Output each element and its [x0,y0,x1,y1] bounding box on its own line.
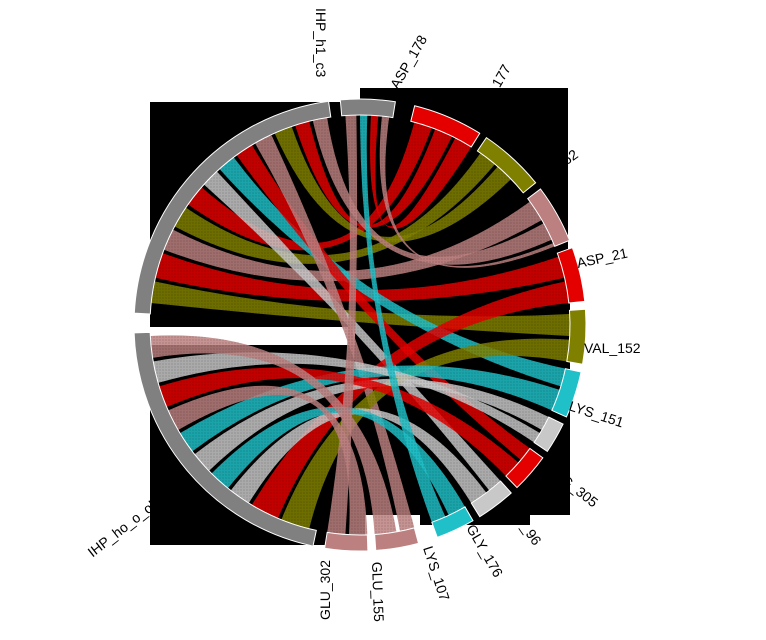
segment-arc-arg-305 [533,416,564,453]
label-asp-21: ASP_21 [575,245,629,271]
segment-arc-glu-155 [374,527,420,551]
label-gly-176: GLY_176 [463,522,506,581]
label-val-152: VAL_152 [584,340,641,356]
ribbon-ihp-ho-o-oh-to-lys-107 [211,406,465,516]
segment-arc-asp-96 [505,447,544,489]
ribbon-ihp-big-to-asp-178 [187,122,432,251]
segment-arcs [133,98,587,552]
segment-arc-asn-177 [476,136,537,194]
segment-arc-asp-21 [556,247,586,304]
ribbon-ihp-ho-o-oh-to-arg-305 [194,378,549,471]
label-ihp-h1-c3: IHP_h1_c3 [313,8,329,77]
ribbon-ihp-big-to-asp-178 [295,121,453,228]
label-asp-178: ASP_178 [387,32,431,91]
segment-arc-pro-62 [527,188,571,247]
ribbon-ihp-big-to-asp-21 [155,253,565,302]
segment-arc-lys-107 [431,506,474,539]
label-glu-155: GLU_155 [369,562,387,623]
ribbon-ihp-ho-o-oh-to-arg-305 [153,352,541,443]
ribbon-ihp-h1-c3-to-asp-178 [370,115,472,229]
label-lys-107: LYS_107 [420,544,453,603]
ribbon-ihp-big-to-lys-151 [219,157,566,387]
ribbon-ihp-ho-o-oh-to-asp-21 [251,281,569,519]
ribbon-ihp-ho-o-oh-to-gly-176 [230,408,487,504]
segment-arc-gly-176 [470,480,512,518]
chord-ribbons [150,115,571,536]
segment-arc-glu-302 [324,531,369,552]
ribbon-ihp-big-to-glu-155 [255,134,415,532]
ribbon-ihp-ho-o-oh-to-asp-96 [159,367,519,477]
segment-arc-ihp-ho-o-oh [133,331,317,547]
segment-arc-ihp-big [133,100,332,315]
label-lys-151: LYS_151 [567,398,626,431]
ribbon-ihp-big-to-asp-96 [236,144,530,460]
segment-arc-asp-178 [410,105,481,148]
ribbon-ihp-ho-o-oh-to-lys-151 [179,365,560,452]
segment-arc-ihp-h1-c3 [339,98,396,119]
ribbon-ihp-big-to-asn-177 [274,126,512,243]
ribbon-ihp-h1-c3-to-pro-62 [379,116,555,268]
segment-arc-val-152 [566,308,587,365]
segment-arc-lys-151 [551,368,582,418]
label-glu-302: GLU_302 [317,560,333,620]
ribbon-ihp-h1-c3-to-glu-302 [327,115,358,535]
